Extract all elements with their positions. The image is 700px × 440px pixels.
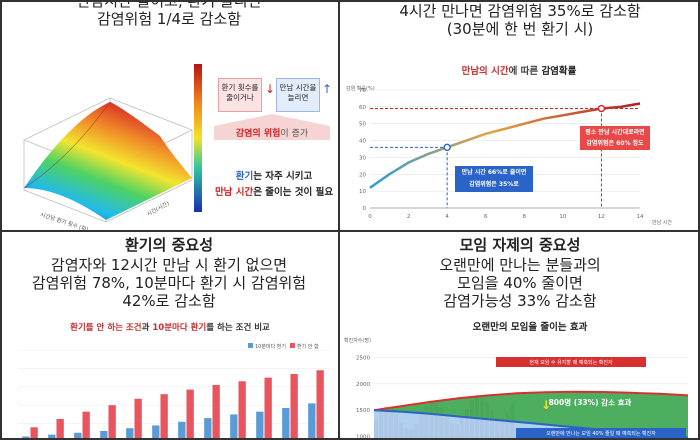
panel3-caption-line2: 감염자와 12시간 만남 시 환기 없으면 [50, 256, 288, 274]
bar-no-ventilation [160, 394, 168, 440]
mid-label-text: 800명 (33%) 감소 효과 [549, 397, 632, 407]
panel3-caption-line4: 42%로 감소함 [122, 292, 216, 310]
panel1-explanation: 환기 횟수를 줄이거나 ↓ 만남 시간을 늘리면 ↑ 감염의 위험이 증가 환기… [210, 74, 338, 230]
plus-arrow-shape [214, 114, 330, 140]
y-tick-label: 2000 [356, 382, 370, 388]
line-chart-xlabel: 만남 시간 [652, 219, 672, 226]
x-tick-label: 12 [598, 214, 605, 220]
area-chart-title: 오랜만의 모임을 줄이는 효과 [473, 321, 588, 333]
y-tick-label: 70 [359, 88, 366, 94]
note-60pct: 평소 만남 시간대로라면 감염위험은 60% 정도 [580, 126, 650, 150]
bar-ventilated [230, 414, 238, 440]
y-tick-label: 60 [359, 105, 366, 111]
panel4-caption-line3: 모임을 40% 줄이면 [457, 274, 583, 292]
arrow-up-icon: ↑ [322, 82, 333, 96]
current-trend-line [373, 390, 689, 412]
legend-label: 10분마다 환기 [255, 343, 286, 350]
infection-curve [369, 102, 641, 189]
note-35pct: 만남 시간 66%로 줄이면 감염위험은 35%로 [455, 166, 533, 192]
ventilation-bar-chart: 환기를 안 하는 조건과 10분마다 환기를 하는 조건 비교 10분마다 환기… [18, 322, 330, 440]
marker-4h [443, 143, 451, 152]
y-tick-label: 1500 [356, 408, 370, 414]
line-chart-ylabel: 감염 확률(%) [346, 85, 375, 92]
panel-divider-horizontal [0, 230, 700, 232]
x-tick-label: 4 [445, 214, 449, 220]
bar-no-ventilation [238, 381, 246, 440]
y-tick-label: 2500 [356, 355, 370, 361]
risk-surface [24, 102, 192, 220]
bar-no-ventilation [56, 419, 64, 440]
line-chart-title: 만남의 시간에 따른 감염확률 [462, 65, 577, 77]
arrow-down-icon: ↓ [265, 82, 276, 96]
bar-no-ventilation [212, 384, 220, 440]
panel4-caption-line2: 오랜만에 만나는 분들과의 [439, 256, 601, 274]
y-tick-label: 40 [359, 139, 366, 145]
bar-ventilated [204, 418, 212, 440]
panel2-caption-line2: (30분에 한 번 환기 시) [446, 20, 594, 38]
bar-ventilated [256, 411, 264, 440]
y-tick-label: 20 [359, 172, 366, 178]
area-chart-ylabel: 확진자수(명) [344, 337, 371, 344]
advice-line1: 환기는 자주 시키고 [235, 171, 313, 182]
panel2-caption-line1: 4시간 만나면 감염위험 35%로 감소함 [399, 2, 641, 20]
bar-no-ventilation [316, 370, 324, 440]
top-label-box [496, 357, 646, 367]
bar-no-ventilation [134, 398, 142, 440]
reduction-area [374, 391, 688, 438]
bar-no-ventilation [30, 427, 38, 440]
bar-ventilated [48, 434, 56, 440]
x-tick-label: 10 [559, 214, 566, 220]
panel4-heading: 모임 자제의 중요성 [459, 236, 581, 254]
bottom-label-text: 오랜만에 만나는 모임 40% 줄일 때 예측되는 확진자 [546, 430, 656, 437]
legend-swatch [290, 343, 295, 348]
advice-line2: 만남 시간은 줄이는 것이 필요 [214, 187, 334, 198]
panel3-caption-line3: 감염위험 78%, 10분마다 환기 시 감염위험 [31, 274, 307, 292]
surface-chart: 시간당 환기 횟수 (회) 시간(시간) [23, 64, 202, 230]
bar-no-ventilation [264, 377, 272, 440]
bar-ventilated [74, 432, 82, 440]
bar-chart-title: 환기를 안 하는 조건과 10분마다 환기를 하는 조건 비교 [70, 322, 270, 333]
bottom-label-box [516, 428, 686, 438]
y-tick-label: 50 [359, 122, 366, 128]
x-tick-label: 6 [484, 214, 488, 220]
risk-label: 감염의 위험이 증가 [235, 129, 309, 139]
panel3-heading: 환기의 중요성 [124, 236, 214, 254]
x-tick-label: 2 [407, 214, 411, 220]
y-tick-label: 1000 [356, 435, 370, 440]
y-tick-label: 10 [359, 189, 366, 195]
bar-ventilated [152, 425, 160, 440]
bar-no-ventilation [290, 373, 298, 440]
bar-no-ventilation [82, 411, 90, 440]
legend-swatch [248, 343, 253, 348]
panel-divider-vertical [338, 0, 340, 440]
panel4-caption-line4: 감염가능성 33% 감소함 [443, 292, 597, 310]
gathering-effect-chart: 오랜만의 모임을 줄이는 효과 확진자수(명) 1000 1500 2000 2500… [344, 321, 689, 440]
top-label-text: 현재 모임 수 유지할 때 예측되는 확진자 [529, 359, 613, 366]
ventilation-box: 환기 횟수를 줄이거나 [218, 78, 262, 112]
y-tick-label: 0 [363, 206, 367, 212]
color-bar [194, 64, 202, 212]
x-tick-label: 0 [368, 214, 372, 220]
y-tick-label: 30 [359, 155, 366, 161]
marker-12h [597, 104, 606, 113]
arrow-down-icon: ↓ [541, 398, 551, 412]
bar-no-ventilation [186, 389, 194, 440]
meeting-box: 만남 시간을 늘리면 [276, 78, 320, 112]
x-tick-label: 14 [637, 214, 644, 220]
bar-ventilated [308, 403, 316, 440]
bar-ventilated [100, 430, 108, 440]
legend-label: 환기 안 함 [297, 343, 319, 350]
bar-ventilated [178, 421, 186, 440]
bar-ventilated [126, 428, 134, 440]
bar-ventilated [282, 407, 290, 440]
panel1-caption-line2: 감염위험 1/4로 감소함 [96, 10, 242, 28]
x-tick-label: 8 [523, 214, 527, 220]
panel1-caption-line1: 만남시간 줄이고, 환기 늘리면 [76, 0, 262, 10]
bar-no-ventilation [108, 405, 116, 440]
